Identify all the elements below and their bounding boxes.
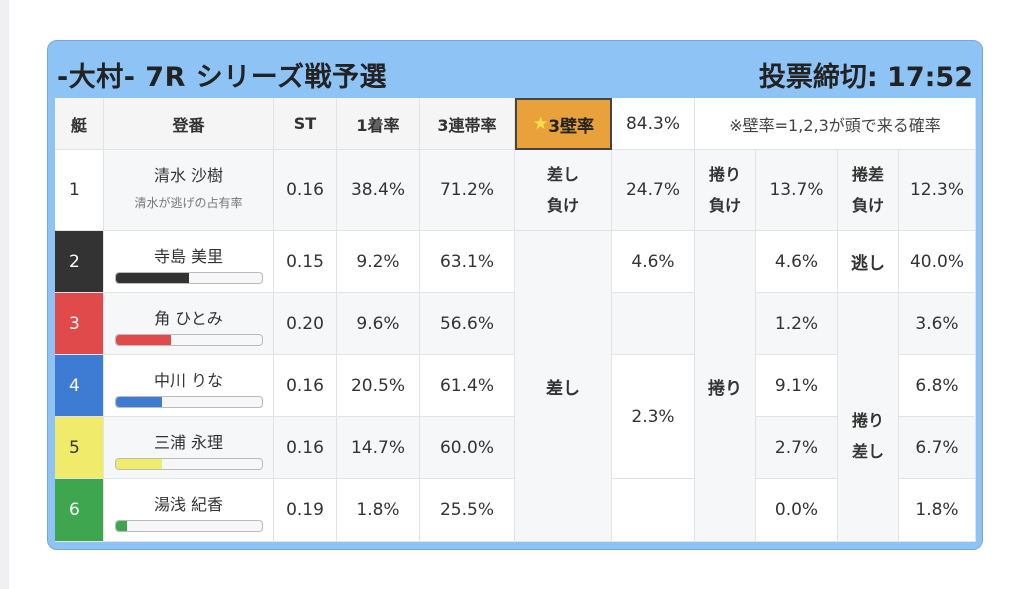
header-top3-rate: 3連帯率 [420,98,515,150]
voting-deadline: 投票締切: 17:52 [758,62,973,93]
racer-note: 清水が逃げの占有率 [134,196,243,210]
st-value: 0.16 [274,355,337,417]
racer-cell: 角 ひとみ [104,293,274,355]
top3-rate-value: 63.1% [420,231,515,293]
wall-rate-value: 84.3% [612,98,695,150]
kimarite-rate: 12.3% [899,150,976,231]
kimarite-label: 捲り [695,231,756,542]
page-edge-strip [0,0,9,589]
kimarite-text: 捲り [851,411,884,430]
header-win-rate: 1着率 [337,98,420,150]
kimarite-rate: 4.6% [756,231,838,293]
lane-number: 5 [55,417,104,479]
racer-cell: 清水 沙樹 清水が逃げの占有率 [104,150,274,231]
kimarite-rate-empty [612,479,695,542]
top3-rate-value: 61.4% [420,355,515,417]
share-bar-fill [115,521,128,531]
win-rate-value: 14.7% [337,417,420,479]
star-icon: ★ [532,114,549,134]
header-wall-label: 3壁率 [548,116,595,137]
st-value: 0.16 [274,417,337,479]
racer-name: 中川 りな [153,371,224,390]
share-bar [114,396,263,408]
lane-number: 2 [55,231,104,293]
kimarite-text: 差し [546,165,579,184]
racer-cell: 湯浅 紀香 [104,479,274,542]
kimarite-rate: 0.0% [756,479,838,542]
kimarite-label: 捲り 負け [695,150,756,231]
top3-rate-value: 56.6% [420,293,515,355]
lane-number: 4 [55,355,104,417]
racer-name: 湯浅 紀香 [153,495,224,514]
lane-number: 6 [55,479,104,542]
racer-name: 角 ひとみ [154,309,223,328]
share-bar [114,334,263,346]
kimarite-label: 逃し [838,231,899,293]
kimarite-label: 差し 負け [515,150,612,231]
win-rate-value: 9.2% [337,231,420,293]
kimarite-label: 差し [515,231,612,542]
top3-rate-value: 60.0% [420,417,515,479]
racer-name: 寺島 美里 [153,247,224,266]
top3-rate-value: 71.2% [420,150,515,231]
kimarite-label: 捲り 差し [838,293,899,542]
lane-number: 1 [55,150,104,231]
kimarite-rate-empty [612,293,695,355]
title-bar: -大村- 7R シリーズ戦予選 投票締切: 17:52 [48,41,982,99]
wall-rate-note: ※壁率=1,2,3が頭で来る確率 [695,98,976,150]
win-rate-value: 38.4% [337,150,420,231]
win-rate-value: 9.6% [337,293,420,355]
share-bar [114,458,263,470]
lane-number: 3 [55,293,104,355]
win-rate-value: 20.5% [337,355,420,417]
win-rate-value: 1.8% [337,479,420,542]
kimarite-rate: 24.7% [612,150,695,231]
kimarite-text: 負け [708,196,741,215]
kimarite-text: 捲り [708,165,741,184]
kimarite-rate: 2.7% [756,417,838,479]
share-bar-fill [115,397,163,407]
racer-cell: 中川 りな [104,355,274,417]
st-value: 0.15 [274,231,337,293]
share-bar-fill [115,335,171,345]
share-bar [114,520,263,532]
kimarite-rate: 1.2% [756,293,838,355]
kimarite-rate: 6.7% [899,417,976,479]
st-value: 0.20 [274,293,337,355]
kimarite-rate: 9.1% [756,355,838,417]
racer-cell: 寺島 美里 [104,231,274,293]
race-card: -大村- 7R シリーズ戦予選 投票締切: 17:52 艇 登番 ST 1着率 … [47,40,983,550]
kimarite-text: 捲差 [851,165,884,184]
racer-cell: 三浦 永理 [104,417,274,479]
kimarite-rate: 40.0% [899,231,976,293]
kimarite-text: 負け [546,196,579,215]
kimarite-text: 差し [851,442,884,461]
st-value: 0.16 [274,150,337,231]
st-value: 0.19 [274,479,337,542]
share-bar [114,272,263,284]
race-table: 艇 登番 ST 1着率 3連帯率 ★ 3壁率 84.3% ※壁率=1,2,3が頭で… [55,98,976,542]
kimarite-rate: 1.8% [899,479,976,542]
kimarite-text: 負け [851,196,884,215]
racer-name: 清水 沙樹 [153,166,224,185]
top3-rate-value: 25.5% [420,479,515,542]
header-lane: 艇 [55,98,104,150]
share-bar-fill [115,273,189,283]
kimarite-rate: 2.3% [612,355,695,479]
racer-name: 三浦 永理 [153,433,224,452]
kimarite-rate: 6.8% [899,355,976,417]
header-wall-rate: ★ 3壁率 [515,98,612,150]
race-title: -大村- 7R シリーズ戦予選 [57,62,387,93]
kimarite-rate: 4.6% [612,231,695,293]
header-racer: 登番 [104,98,274,150]
header-st: ST [274,98,337,150]
kimarite-rate: 3.6% [899,293,976,355]
share-bar-fill [115,459,163,469]
kimarite-rate: 13.7% [756,150,838,231]
kimarite-label: 捲差 負け [838,150,899,231]
